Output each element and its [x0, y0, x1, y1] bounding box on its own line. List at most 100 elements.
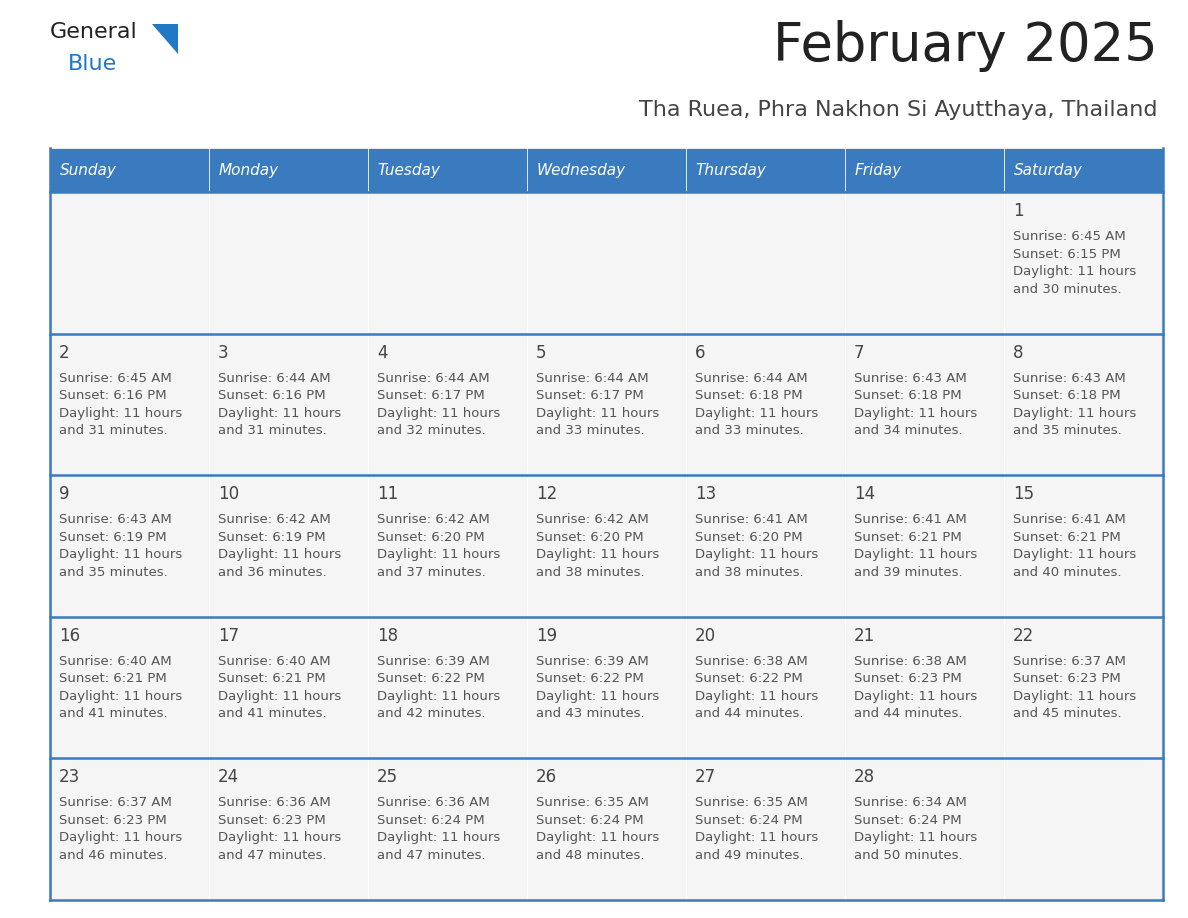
Text: Daylight: 11 hours: Daylight: 11 hours: [854, 548, 978, 561]
Text: Sunset: 6:18 PM: Sunset: 6:18 PM: [695, 389, 803, 402]
Text: 15: 15: [1013, 486, 1034, 503]
Bar: [845, 617, 1004, 758]
Text: 21: 21: [854, 627, 876, 644]
Text: Sunrise: 6:45 AM: Sunrise: 6:45 AM: [59, 372, 172, 385]
Text: Daylight: 11 hours: Daylight: 11 hours: [854, 407, 978, 420]
Text: Thursday: Thursday: [695, 162, 766, 177]
Bar: [1004, 333, 1163, 476]
Text: Sunrise: 6:37 AM: Sunrise: 6:37 AM: [59, 797, 172, 810]
Text: 19: 19: [536, 627, 557, 644]
Text: 2: 2: [59, 343, 70, 362]
Text: and 49 minutes.: and 49 minutes.: [695, 849, 803, 862]
Text: 16: 16: [59, 627, 80, 644]
Text: and 35 minutes.: and 35 minutes.: [1013, 424, 1121, 437]
Text: and 33 minutes.: and 33 minutes.: [695, 424, 804, 437]
Text: 25: 25: [377, 768, 398, 787]
Text: Sunset: 6:24 PM: Sunset: 6:24 PM: [695, 814, 803, 827]
Text: Sunrise: 6:35 AM: Sunrise: 6:35 AM: [695, 797, 808, 810]
Text: and 36 minutes.: and 36 minutes.: [219, 565, 327, 578]
Text: 17: 17: [219, 627, 239, 644]
Text: 10: 10: [219, 486, 239, 503]
Text: Daylight: 11 hours: Daylight: 11 hours: [377, 832, 500, 845]
Text: 11: 11: [377, 486, 398, 503]
Text: and 43 minutes.: and 43 minutes.: [536, 707, 645, 721]
Text: 24: 24: [219, 768, 239, 787]
Bar: [685, 476, 845, 617]
Text: and 44 minutes.: and 44 minutes.: [854, 707, 962, 721]
Text: February 2025: February 2025: [773, 20, 1158, 72]
Bar: [527, 617, 685, 758]
Text: Sunset: 6:15 PM: Sunset: 6:15 PM: [1013, 248, 1120, 261]
Text: Daylight: 11 hours: Daylight: 11 hours: [377, 548, 500, 561]
Text: Sunrise: 6:35 AM: Sunrise: 6:35 AM: [536, 797, 649, 810]
Bar: [527, 758, 685, 900]
Text: and 31 minutes.: and 31 minutes.: [219, 424, 327, 437]
Text: and 46 minutes.: and 46 minutes.: [59, 849, 168, 862]
Text: and 37 minutes.: and 37 minutes.: [377, 565, 486, 578]
Text: Daylight: 11 hours: Daylight: 11 hours: [536, 832, 659, 845]
Text: Daylight: 11 hours: Daylight: 11 hours: [219, 689, 341, 703]
Bar: [209, 333, 368, 476]
Text: 18: 18: [377, 627, 398, 644]
Text: Daylight: 11 hours: Daylight: 11 hours: [59, 407, 182, 420]
Bar: [527, 192, 685, 333]
Text: Sunset: 6:21 PM: Sunset: 6:21 PM: [1013, 531, 1120, 543]
Text: Sunset: 6:23 PM: Sunset: 6:23 PM: [1013, 672, 1120, 686]
Text: 14: 14: [854, 486, 876, 503]
Text: Sunset: 6:19 PM: Sunset: 6:19 PM: [59, 531, 166, 543]
Text: and 40 minutes.: and 40 minutes.: [1013, 565, 1121, 578]
Text: and 41 minutes.: and 41 minutes.: [219, 707, 327, 721]
Text: Sunrise: 6:41 AM: Sunrise: 6:41 AM: [1013, 513, 1126, 526]
Text: 28: 28: [854, 768, 876, 787]
Text: Daylight: 11 hours: Daylight: 11 hours: [695, 689, 819, 703]
Bar: [209, 148, 368, 192]
Bar: [685, 758, 845, 900]
Text: Sunset: 6:24 PM: Sunset: 6:24 PM: [377, 814, 485, 827]
Bar: [845, 148, 1004, 192]
Bar: [1004, 476, 1163, 617]
Bar: [527, 148, 685, 192]
Bar: [685, 617, 845, 758]
Text: Sunrise: 6:45 AM: Sunrise: 6:45 AM: [1013, 230, 1126, 243]
Bar: [527, 333, 685, 476]
Text: Sunday: Sunday: [59, 162, 116, 177]
Text: 4: 4: [377, 343, 387, 362]
Text: and 48 minutes.: and 48 minutes.: [536, 849, 645, 862]
Text: Friday: Friday: [854, 162, 902, 177]
Bar: [50, 617, 209, 758]
Text: and 50 minutes.: and 50 minutes.: [854, 849, 962, 862]
Text: Sunset: 6:18 PM: Sunset: 6:18 PM: [1013, 389, 1120, 402]
Text: 12: 12: [536, 486, 557, 503]
Text: Sunset: 6:23 PM: Sunset: 6:23 PM: [59, 814, 166, 827]
Text: Sunrise: 6:34 AM: Sunrise: 6:34 AM: [854, 797, 967, 810]
Text: 22: 22: [1013, 627, 1035, 644]
Bar: [845, 476, 1004, 617]
Text: Sunset: 6:17 PM: Sunset: 6:17 PM: [536, 389, 644, 402]
Bar: [685, 333, 845, 476]
Text: Sunset: 6:20 PM: Sunset: 6:20 PM: [377, 531, 485, 543]
Text: Tuesday: Tuesday: [378, 162, 441, 177]
Polygon shape: [152, 24, 178, 54]
Bar: [50, 192, 209, 333]
Text: Sunrise: 6:43 AM: Sunrise: 6:43 AM: [854, 372, 967, 385]
Text: Sunset: 6:17 PM: Sunset: 6:17 PM: [377, 389, 485, 402]
Text: and 42 minutes.: and 42 minutes.: [377, 707, 486, 721]
Bar: [368, 476, 527, 617]
Text: Daylight: 11 hours: Daylight: 11 hours: [536, 689, 659, 703]
Bar: [685, 192, 845, 333]
Text: Sunset: 6:23 PM: Sunset: 6:23 PM: [854, 672, 962, 686]
Text: and 47 minutes.: and 47 minutes.: [219, 849, 327, 862]
Text: Sunset: 6:21 PM: Sunset: 6:21 PM: [854, 531, 962, 543]
Text: Daylight: 11 hours: Daylight: 11 hours: [854, 689, 978, 703]
Bar: [845, 333, 1004, 476]
Text: Sunset: 6:20 PM: Sunset: 6:20 PM: [695, 531, 803, 543]
Text: 3: 3: [219, 343, 228, 362]
Bar: [845, 758, 1004, 900]
Bar: [209, 476, 368, 617]
Text: 13: 13: [695, 486, 716, 503]
Text: 5: 5: [536, 343, 546, 362]
Text: Sunset: 6:16 PM: Sunset: 6:16 PM: [59, 389, 166, 402]
Bar: [209, 758, 368, 900]
Text: Sunrise: 6:38 AM: Sunrise: 6:38 AM: [695, 655, 808, 667]
Text: and 33 minutes.: and 33 minutes.: [536, 424, 645, 437]
